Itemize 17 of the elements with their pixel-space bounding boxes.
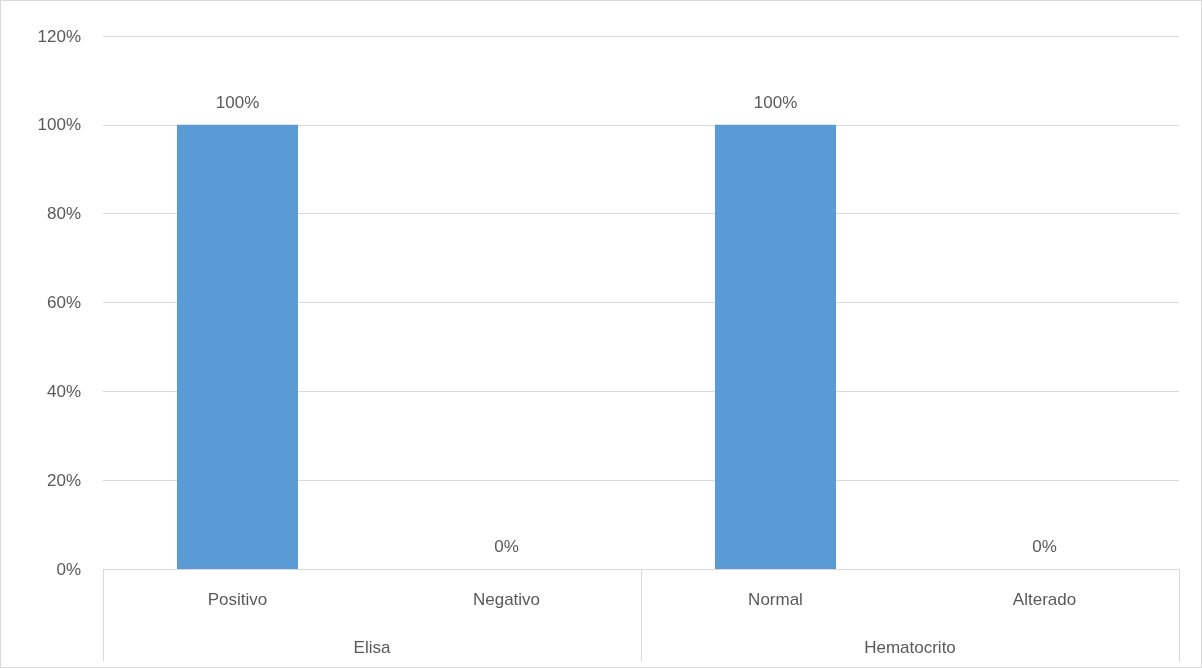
x-tick-label: Alterado (1012, 590, 1077, 609)
data-label: 100% (215, 92, 260, 112)
data-label: 0% (1032, 537, 1057, 556)
y-tick-label: 100% (37, 115, 81, 135)
y-tick-label: 120% (37, 26, 81, 46)
x-tick-label: Normal (748, 590, 803, 609)
y-tick-label: 0% (56, 559, 81, 579)
text: Elisa (353, 638, 391, 657)
y-tick-label: 60% (46, 293, 81, 312)
y-tick-label: 80% (46, 204, 81, 224)
data-label: 0% (494, 537, 519, 556)
data-label: 100% (753, 92, 798, 112)
x-tick-label: Positivo (207, 590, 268, 609)
y-tick-label: 20% (46, 470, 81, 490)
x-tick-label: Negativo (472, 590, 541, 609)
y-tick-label: 40% (46, 381, 81, 401)
text: Hematocrito (864, 638, 956, 657)
